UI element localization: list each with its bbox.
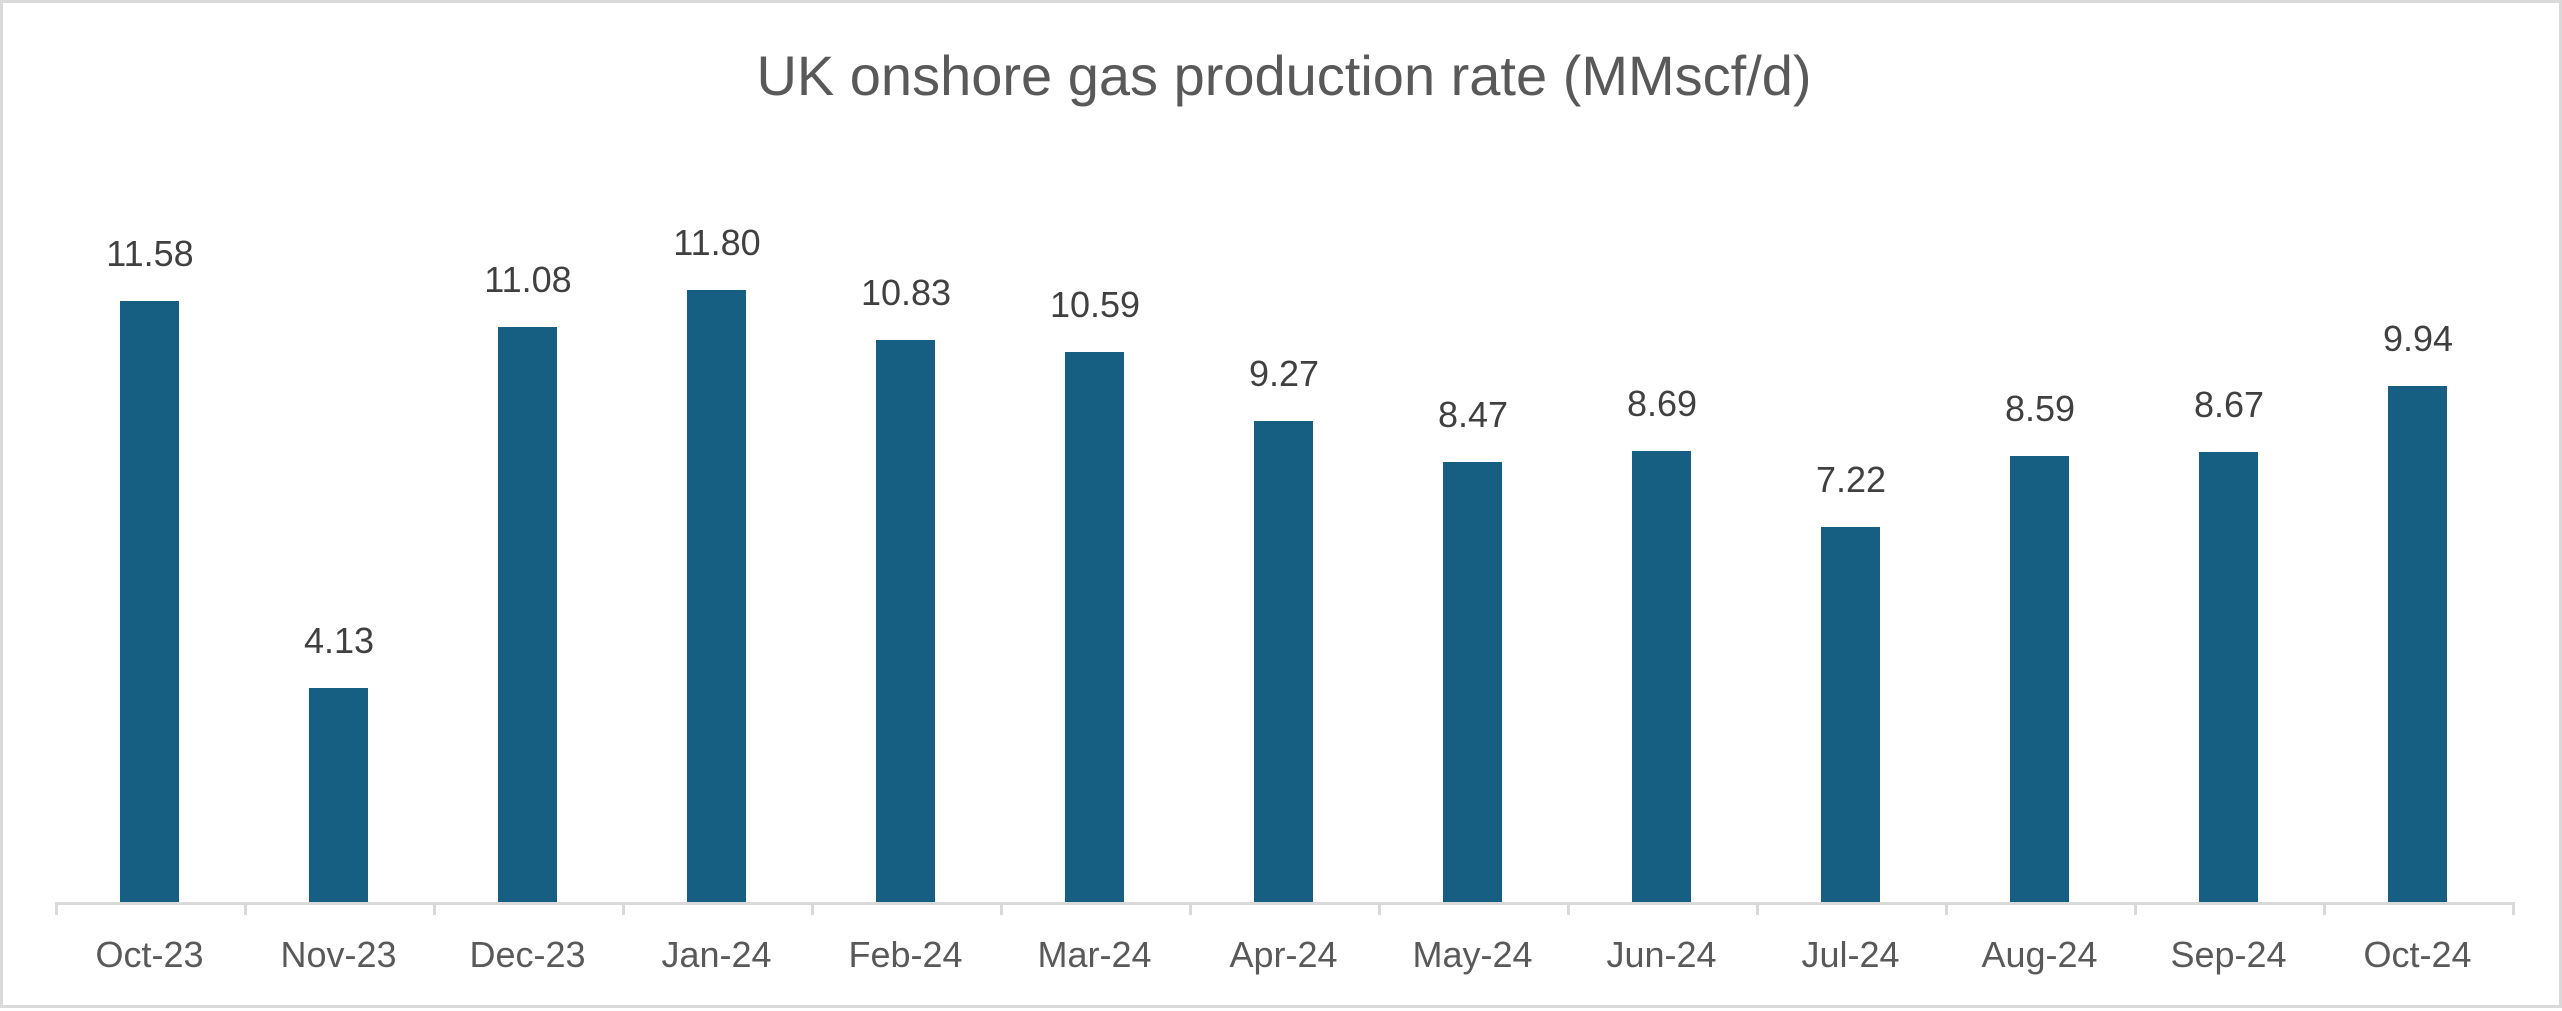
x-axis-label: Sep-24 (2170, 934, 2287, 975)
x-axis-label: Oct-24 (2363, 934, 2472, 975)
x-axis-label: Aug-24 (1981, 934, 2098, 975)
x-axis-tick (1945, 902, 1948, 915)
x-axis-tick (1378, 902, 1381, 915)
x-axis-tick (2134, 902, 2137, 915)
bar-jan-24 (687, 290, 746, 902)
x-axis-tick (622, 902, 625, 915)
bar-sep-24 (2199, 452, 2258, 902)
x-axis-label: Jan-24 (661, 934, 772, 975)
bar-aug-24 (2010, 456, 2069, 902)
plot-area: 11.58 Oct-23 4.13 Nov-23 11.08 Dec-23 11.80 Jan… (3, 3, 2562, 1011)
data-label: 8.69 (1626, 383, 1698, 424)
bar-jul-24 (1821, 527, 1880, 902)
x-axis-label: Jul-24 (1801, 934, 1900, 975)
data-label: 8.67 (2193, 384, 2265, 425)
data-label: 8.47 (1437, 394, 1509, 435)
x-axis-label: Dec-23 (469, 934, 586, 975)
x-axis-label: Nov-23 (280, 934, 397, 975)
data-label: 11.08 (484, 259, 572, 300)
bar-apr-24 (1254, 421, 1313, 902)
bar-mar-24 (1065, 352, 1124, 902)
x-axis-label: Mar-24 (1037, 934, 1152, 975)
x-axis-tick (55, 902, 58, 915)
x-axis-tick (2512, 902, 2515, 915)
x-axis-label: Apr-24 (1229, 934, 1338, 975)
x-axis-label: Jun-24 (1606, 934, 1717, 975)
x-axis-tick (2323, 902, 2326, 915)
x-axis-tick (1189, 902, 1192, 915)
bar-oct-24 (2388, 386, 2447, 902)
x-axis-label: Oct-23 (95, 934, 204, 975)
data-label: 7.22 (1815, 459, 1887, 500)
data-label: 10.83 (860, 272, 952, 313)
x-axis-tick (433, 902, 436, 915)
x-axis-label: Feb-24 (848, 934, 963, 975)
data-label: 11.80 (673, 222, 761, 263)
bar-feb-24 (876, 340, 935, 902)
data-label: 10.59 (1049, 284, 1141, 325)
data-label: 11.58 (106, 233, 194, 274)
data-label: 9.27 (1248, 353, 1320, 394)
bar-jun-24 (1632, 451, 1691, 902)
bar-dec-23 (498, 327, 557, 902)
data-label: 4.13 (303, 620, 375, 661)
x-axis-tick (1000, 902, 1003, 915)
data-label: 9.94 (2382, 318, 2454, 359)
x-axis-tick (811, 902, 814, 915)
bar-nov-23 (309, 688, 368, 902)
x-axis-tick (244, 902, 247, 915)
x-axis-line (55, 902, 2515, 905)
bar-may-24 (1443, 462, 1502, 902)
chart-title: UK onshore gas production rate (MMscf/d) (756, 44, 1812, 107)
x-axis-tick (1756, 902, 1759, 915)
x-axis-label: May-24 (1412, 934, 1533, 975)
bar-oct-23 (120, 301, 179, 902)
data-label: 8.59 (2004, 388, 2076, 429)
x-axis-tick (1567, 902, 1570, 915)
